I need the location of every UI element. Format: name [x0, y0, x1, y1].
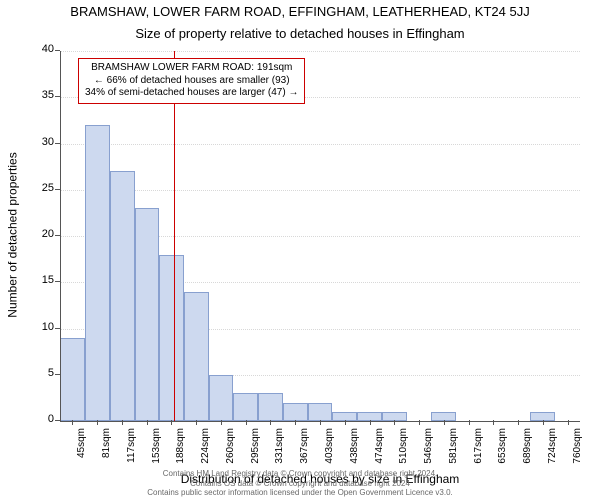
legend-line3: 34% of semi-detached houses are larger (… [85, 87, 298, 100]
x-tick-mark [147, 420, 148, 425]
legend-box: BRAMSHAW LOWER FARM ROAD: 191sqm← 66% of… [78, 58, 305, 104]
x-tick-label: 581sqm [448, 428, 459, 478]
x-tick-label: 331sqm [274, 428, 285, 478]
y-tick-label: 15 [28, 274, 54, 286]
y-tick-mark [55, 50, 60, 51]
x-tick-label: 45sqm [76, 428, 87, 478]
x-tick-label: 367sqm [299, 428, 310, 478]
x-tick-mark [295, 420, 296, 425]
histogram-bar [135, 208, 159, 421]
histogram-bar [258, 393, 283, 421]
y-tick-mark [55, 235, 60, 236]
x-tick-mark [444, 420, 445, 425]
x-tick-label: 724sqm [547, 428, 558, 478]
x-tick-mark [221, 420, 222, 425]
x-tick-label: 438sqm [349, 428, 360, 478]
y-tick-label: 0 [28, 413, 54, 425]
x-tick-label: 760sqm [572, 428, 583, 478]
x-tick-mark [171, 420, 172, 425]
x-tick-mark [518, 420, 519, 425]
x-tick-label: 546sqm [423, 428, 434, 478]
y-tick-mark [55, 420, 60, 421]
histogram-bar [159, 255, 184, 422]
x-tick-label: 689sqm [522, 428, 533, 478]
y-tick-mark [55, 281, 60, 282]
footer-line2: Contains OS data © Crown copyright and d… [0, 479, 600, 489]
x-tick-label: 617sqm [473, 428, 484, 478]
x-tick-mark [419, 420, 420, 425]
gridline-h [60, 51, 580, 52]
x-tick-mark [370, 420, 371, 425]
x-tick-label: 153sqm [151, 428, 162, 478]
gridline-h [60, 190, 580, 191]
chart-title-line1: BRAMSHAW, LOWER FARM ROAD, EFFINGHAM, LE… [0, 4, 600, 19]
y-axis-line [60, 51, 61, 421]
x-tick-mark [97, 420, 98, 425]
x-tick-label: 653sqm [497, 428, 508, 478]
y-tick-label: 35 [28, 89, 54, 101]
legend-line2: ← 66% of detached houses are smaller (93… [85, 75, 298, 88]
x-tick-label: 188sqm [175, 428, 186, 478]
x-tick-mark [270, 420, 271, 425]
y-tick-mark [55, 374, 60, 375]
histogram-bar [110, 171, 135, 421]
x-tick-label: 117sqm [126, 428, 137, 478]
chart-container: BRAMSHAW, LOWER FARM ROAD, EFFINGHAM, LE… [0, 0, 600, 500]
x-tick-label: 295sqm [250, 428, 261, 478]
x-tick-label: 260sqm [225, 428, 236, 478]
y-axis-label: Number of detached properties [4, 50, 22, 420]
x-tick-mark [469, 420, 470, 425]
y-tick-label: 25 [28, 182, 54, 194]
x-tick-mark [72, 420, 73, 425]
histogram-bar [184, 292, 209, 422]
legend-line1: BRAMSHAW LOWER FARM ROAD: 191sqm [85, 62, 298, 75]
x-tick-label: 81sqm [101, 428, 112, 478]
y-tick-mark [55, 96, 60, 97]
x-tick-mark [196, 420, 197, 425]
y-tick-label: 30 [28, 136, 54, 148]
y-tick-mark [55, 328, 60, 329]
histogram-bar [233, 393, 258, 421]
y-tick-mark [55, 189, 60, 190]
y-tick-label: 20 [28, 228, 54, 240]
y-tick-mark [55, 143, 60, 144]
histogram-bar [283, 403, 308, 422]
gridline-h [60, 144, 580, 145]
histogram-bar [308, 403, 332, 422]
x-tick-mark [246, 420, 247, 425]
plot-area [60, 50, 580, 421]
histogram-bar [60, 338, 85, 421]
x-tick-mark [320, 420, 321, 425]
x-tick-label: 403sqm [324, 428, 335, 478]
histogram-bar [85, 125, 110, 421]
y-tick-label: 40 [28, 43, 54, 55]
histogram-bar [209, 375, 233, 421]
y-tick-label: 5 [28, 367, 54, 379]
footer-line3: Contains public sector information licen… [0, 488, 600, 498]
x-tick-mark [345, 420, 346, 425]
x-tick-mark [493, 420, 494, 425]
x-tick-label: 510sqm [398, 428, 409, 478]
x-tick-mark [568, 420, 569, 425]
y-tick-label: 10 [28, 321, 54, 333]
x-tick-label: 224sqm [200, 428, 211, 478]
y-axis-label-text: Number of detached properties [6, 152, 20, 317]
marker-line [174, 51, 175, 421]
x-tick-label: 474sqm [374, 428, 385, 478]
chart-title-line2: Size of property relative to detached ho… [0, 26, 600, 41]
x-tick-mark [543, 420, 544, 425]
x-tick-mark [394, 420, 395, 425]
x-tick-mark [122, 420, 123, 425]
